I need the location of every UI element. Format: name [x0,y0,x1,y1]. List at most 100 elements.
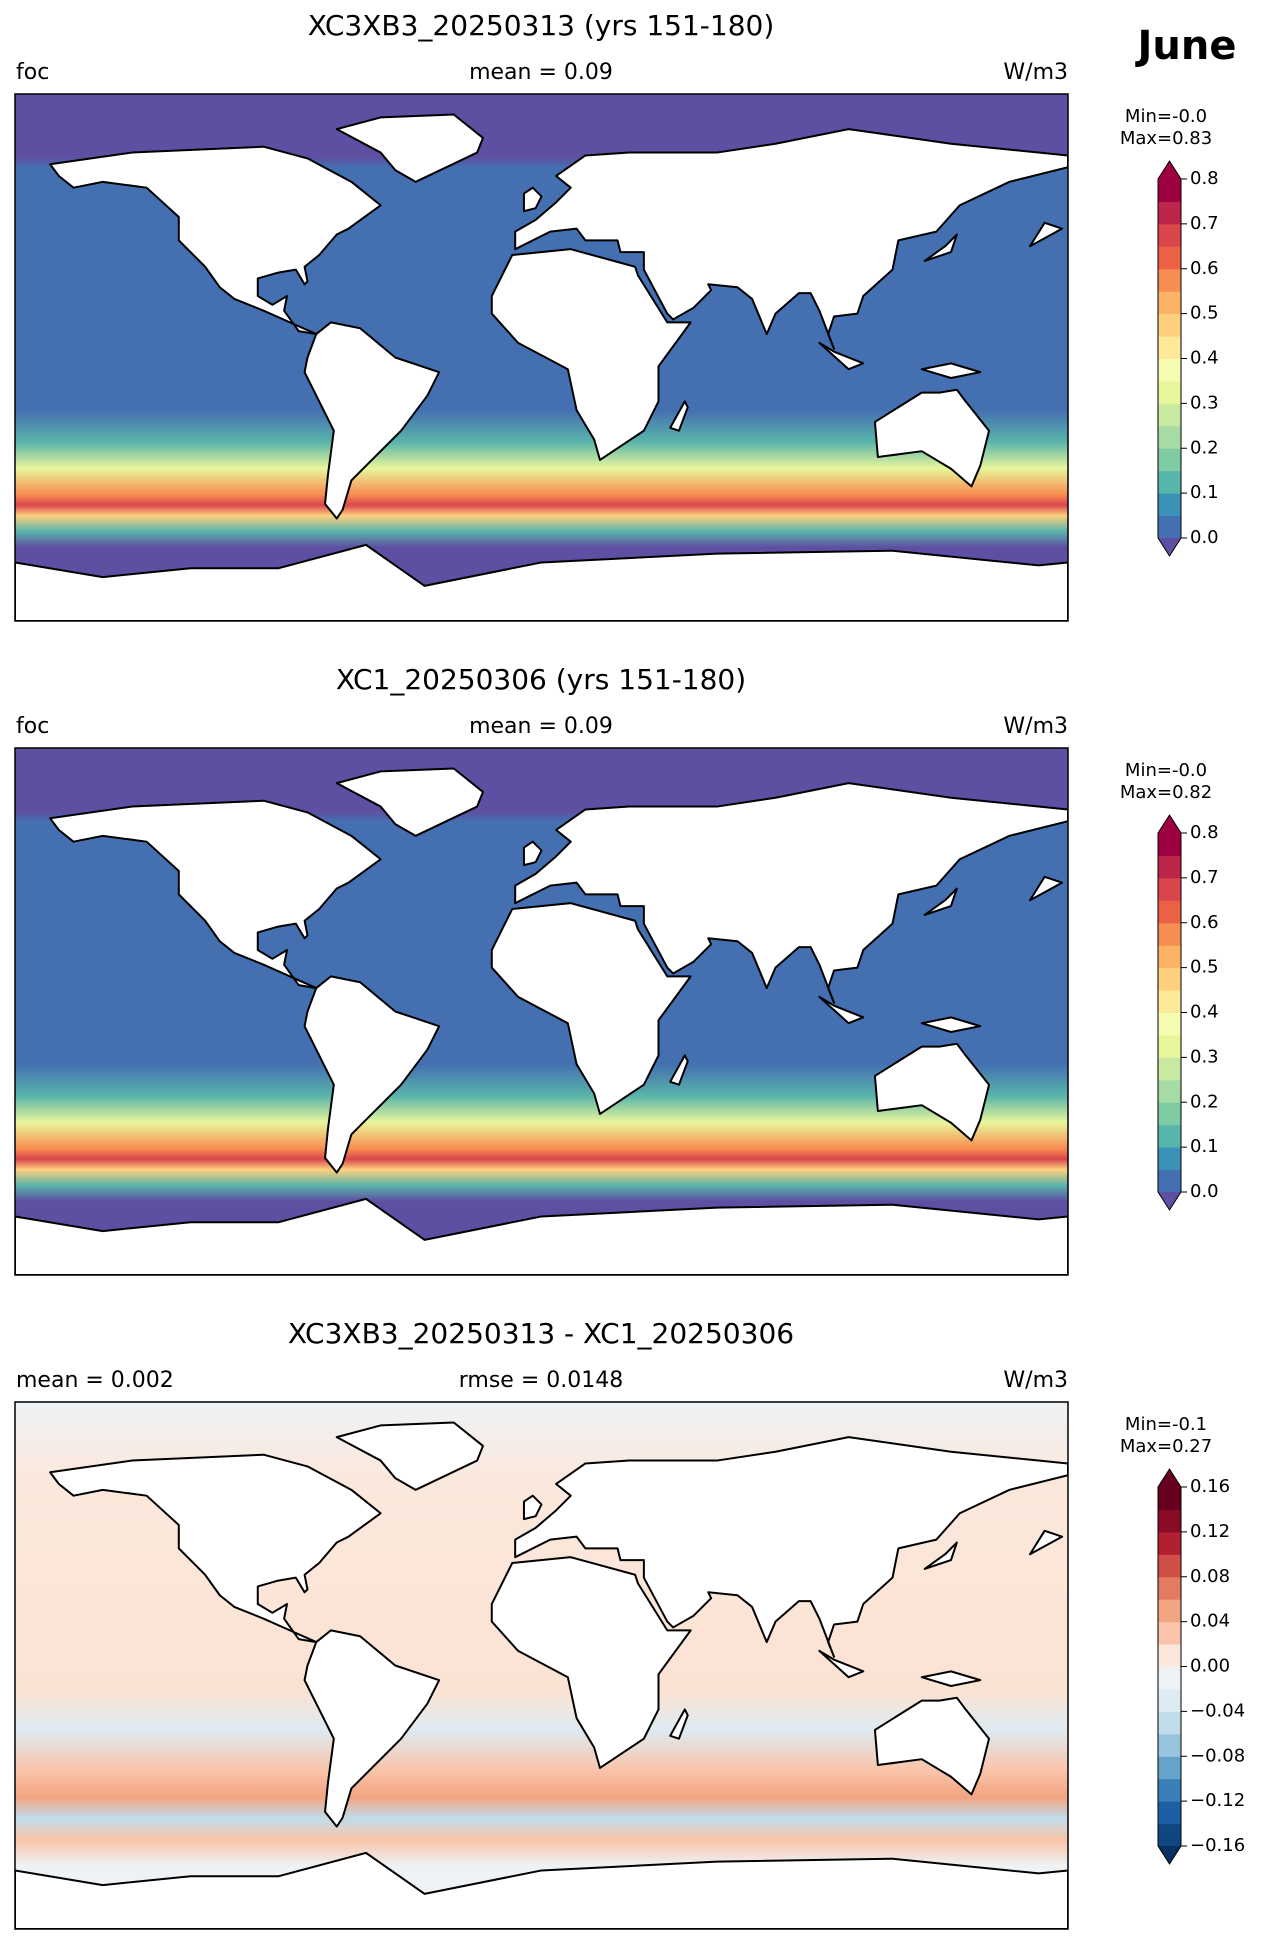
colorbar-tick-label: 0.4 [1190,1002,1219,1023]
min-label: Min=-0.1 [1125,1414,1207,1435]
panel-title: XC3XB3_20250313 - XC1_20250306 [288,1317,794,1350]
colorbar-segment [1158,1012,1181,1036]
colorbar-tick-label: 0.8 [1190,168,1219,189]
colorbar-segment [1158,515,1181,539]
colorbar-segment [1158,1034,1181,1058]
min-label: Min=-0.0 [1125,106,1207,127]
right-label: W/m3 [1003,714,1068,739]
colorbar-segment [1158,291,1181,315]
colorbar-segment [1158,967,1181,991]
colorbar-segment [1158,268,1181,292]
colorbar-tick-label: 0.6 [1190,912,1219,933]
colorbar-segment [1158,1599,1181,1623]
colorbar-segment [1158,1102,1181,1126]
colorbar-segment [1158,1079,1181,1103]
colorbar-tick-label: 0.5 [1190,957,1219,978]
max-label: Max=0.83 [1120,128,1212,149]
colorbar-segment [1158,1733,1181,1757]
colorbar-segment [1158,380,1181,404]
colorbar-segment [1158,1554,1181,1578]
colorbar-segment [1158,855,1181,879]
left-label: foc [16,714,49,739]
colorbar-segment [1158,201,1181,225]
colorbar-segment [1158,1124,1181,1148]
max-label: Max=0.82 [1120,782,1212,803]
colorbar-segment [1158,313,1181,337]
colorbar-tick-label: 0.7 [1190,213,1219,234]
colorbar-segment [1158,877,1181,901]
right-label: W/m3 [1003,1368,1068,1393]
colorbar-segment [1158,246,1181,270]
center-label: mean = 0.09 [469,714,613,739]
map-frame [14,93,1069,622]
left-label: mean = 0.002 [16,1368,174,1393]
colorbar-under [1158,1846,1181,1864]
colorbar-tick-label: 0.2 [1190,1091,1219,1112]
colorbar-segment [1158,1644,1181,1667]
colorbar-segment [1158,1057,1181,1081]
map-frame [14,1401,1069,1930]
colorbar-segment [1158,425,1181,449]
colorbar-segment [1158,223,1181,247]
colorbar-tick-label: 0.16 [1190,1476,1230,1497]
center-label: mean = 0.09 [469,60,613,85]
colorbar-tick-label: 0.3 [1190,392,1219,413]
map [15,748,1068,1275]
colorbar-segment [1158,1169,1181,1193]
colorbar-segment [1158,1688,1181,1712]
colorbar-tick-label: 0.04 [1190,1611,1230,1632]
colorbar-tick-label: 0.2 [1190,437,1219,458]
colorbar-tick-label: −0.16 [1190,1835,1245,1856]
colorbar-segment [1158,448,1181,472]
colorbar-segment [1158,358,1181,382]
colorbar-tick-label: 0.00 [1190,1656,1230,1677]
colorbar-segment [1158,833,1181,856]
colorbar-over [1158,161,1181,179]
colorbar-tick-label: −0.08 [1190,1745,1245,1766]
colorbar-tick-label: 0.7 [1190,867,1219,888]
map [15,1402,1068,1929]
colorbar-segment [1158,1576,1181,1600]
left-label: foc [16,60,49,85]
colorbar-segment [1158,1666,1181,1690]
colorbar-tick-label: 0.0 [1190,1181,1219,1202]
colorbar-tick-label: −0.04 [1190,1700,1245,1721]
colorbar-segment [1158,945,1181,969]
colorbar-segment [1158,990,1181,1013]
colorbar-segment [1158,1778,1181,1802]
map [15,94,1068,621]
colorbar-segment [1158,922,1181,946]
colorbar-segment [1158,470,1181,494]
colorbar-under [1158,538,1181,556]
colorbar-segment [1158,1487,1181,1510]
colorbar-segment [1158,1756,1181,1780]
colorbar-tick-label: 0.1 [1190,482,1219,503]
colorbar-under [1158,1192,1181,1210]
colorbar-tick-label: 0.12 [1190,1521,1230,1542]
colorbar-tick-label: 0.6 [1190,258,1219,279]
panel-title: XC1_20250306 (yrs 151-180) [336,663,746,696]
colorbar-segment [1158,179,1181,202]
colorbar-segment [1158,900,1181,924]
right-label: W/m3 [1003,60,1068,85]
colorbar-tick-label: 0.08 [1190,1566,1230,1587]
colorbar-segment [1158,493,1181,517]
colorbar-tick-label: 0.8 [1190,822,1219,843]
colorbar-segment [1158,1147,1181,1171]
colorbar-tick-label: 0.0 [1190,527,1219,548]
colorbar-tick-label: −0.12 [1190,1790,1245,1811]
colorbar-tick-label: 0.3 [1190,1046,1219,1067]
figure-title: June [1135,23,1237,69]
colorbar-over [1158,1469,1181,1487]
colorbar-tick-label: 0.4 [1190,348,1219,369]
colorbar-segment [1158,1509,1181,1533]
min-label: Min=-0.0 [1125,760,1207,781]
max-label: Max=0.27 [1120,1436,1212,1457]
colorbar-over [1158,815,1181,833]
colorbar-segment [1158,403,1181,427]
center-label: rmse = 0.0148 [459,1368,623,1393]
colorbar-tick-label: 0.1 [1190,1136,1219,1157]
colorbar-segment [1158,336,1181,359]
panel-title: XC3XB3_20250313 (yrs 151-180) [308,9,775,42]
